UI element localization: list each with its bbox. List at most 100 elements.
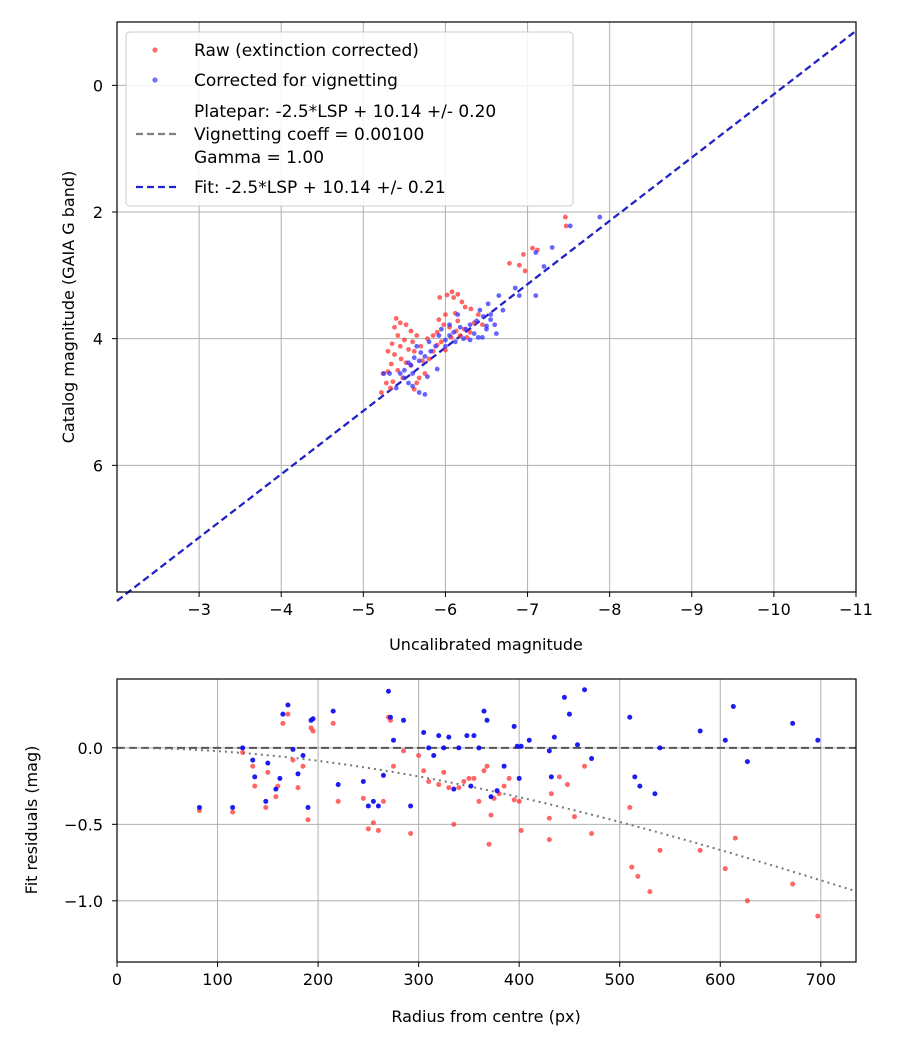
bottom-corrected-point bbox=[484, 717, 490, 723]
bottom-corrected-point bbox=[657, 745, 663, 751]
bottom-corrected-point bbox=[265, 760, 271, 766]
top-raw-point bbox=[521, 252, 526, 257]
top-y-tick-label: 0 bbox=[93, 76, 103, 95]
bottom-raw-point bbox=[426, 778, 432, 784]
bottom-corrected-point bbox=[230, 804, 236, 810]
bottom-x-axis-label: Radius from centre (px) bbox=[391, 1007, 580, 1026]
bottom-corrected-point bbox=[250, 757, 256, 763]
top-raw-point bbox=[388, 385, 393, 391]
top-corrected-point bbox=[457, 324, 463, 330]
legend-platepar-line2: Vignetting coeff = 0.00100 bbox=[194, 125, 424, 145]
bottom-x-ticks: 0 100 200 300 400 500 600 700 bbox=[112, 962, 836, 989]
bottom-raw-point bbox=[657, 847, 663, 853]
bottom-corrected-point bbox=[546, 748, 552, 754]
top-corrected-point bbox=[434, 366, 440, 372]
bottom-corrected-point bbox=[290, 746, 296, 752]
top-corrected-point bbox=[447, 322, 452, 328]
bottom-corrected-point bbox=[385, 688, 391, 694]
bottom-plot-frame bbox=[116, 678, 857, 963]
bottom-corrected-point bbox=[551, 734, 557, 740]
bottom-raw-point bbox=[506, 775, 512, 781]
bottom-raw-point bbox=[230, 809, 236, 815]
bottom-corrected-point bbox=[697, 728, 703, 734]
top-x-tick-label: −8 bbox=[598, 600, 622, 619]
bottom-raw-point bbox=[370, 820, 376, 826]
bottom-corrected-point bbox=[481, 708, 487, 714]
bottom-raw-point bbox=[436, 782, 442, 788]
legend-raw-label: Raw (extinction corrected) bbox=[194, 41, 419, 61]
bottom-raw-point bbox=[466, 775, 472, 781]
top-y-axis-label: Catalog magnitude (GAIA G band) bbox=[59, 171, 78, 443]
bottom-corrected-point bbox=[730, 704, 736, 710]
top-corrected-point bbox=[496, 293, 502, 298]
top-corrected-point bbox=[533, 250, 539, 255]
top-corrected-point bbox=[597, 214, 603, 220]
bottom-raw-point bbox=[390, 763, 396, 769]
top-corrected-point bbox=[484, 326, 489, 332]
bottom-corrected-point bbox=[468, 783, 474, 789]
bottom-corrected-point bbox=[514, 743, 520, 749]
top-y-ticks: 0 2 4 6 bbox=[93, 76, 117, 475]
bottom-raw-point bbox=[697, 847, 703, 853]
top-corrected-point bbox=[447, 333, 452, 338]
bottom-raw-point bbox=[732, 835, 738, 841]
top-raw-point bbox=[449, 289, 455, 295]
top-corrected-point bbox=[422, 354, 428, 359]
bottom-corrected-point bbox=[589, 756, 595, 762]
top-corrected-point bbox=[424, 374, 430, 380]
top-raw-point bbox=[390, 379, 396, 385]
bottom-raw-point bbox=[556, 774, 562, 780]
top-plot: −3 −4 −5 −6 −7 −8 −9 −10 −11 0 2 4 6 Uncalibrated m… bbox=[59, 21, 873, 654]
top-corrected-point bbox=[485, 301, 491, 307]
top-corrected-point bbox=[438, 326, 444, 332]
top-corrected-point bbox=[500, 307, 506, 313]
legend-box bbox=[125, 31, 574, 207]
top-scatter-points bbox=[378, 214, 603, 397]
bottom-corrected-point bbox=[380, 772, 386, 778]
bottom-raw-point bbox=[722, 866, 728, 872]
bottom-raw-point bbox=[647, 889, 653, 895]
bottom-corrected-point bbox=[285, 702, 291, 708]
top-corrected-point bbox=[452, 339, 458, 345]
top-y-tick-label: 6 bbox=[93, 456, 103, 475]
bottom-raw-point bbox=[335, 798, 341, 804]
bottom-corrected-point bbox=[196, 804, 202, 810]
top-raw-point bbox=[522, 268, 528, 274]
top-y-tick-label: 2 bbox=[93, 203, 103, 222]
top-corrected-point bbox=[488, 312, 494, 317]
top-raw-point bbox=[457, 333, 463, 338]
bottom-raw-point bbox=[484, 763, 490, 769]
top-x-tick-label: −9 bbox=[680, 600, 704, 619]
bottom-vignetting-curve bbox=[116, 746, 857, 893]
bottom-corrected-point bbox=[330, 708, 336, 714]
bottom-corrected-point bbox=[632, 774, 638, 780]
top-raw-point bbox=[516, 262, 522, 268]
top-raw-point bbox=[530, 245, 535, 251]
bottom-x-tick-label: 300 bbox=[403, 970, 434, 989]
bottom-raw-point bbox=[501, 783, 507, 789]
bottom-raw-point bbox=[421, 768, 427, 774]
bottom-corrected-point bbox=[574, 742, 580, 748]
bottom-raw-point bbox=[481, 768, 487, 774]
bottom-corrected-point bbox=[722, 737, 728, 743]
top-raw-point bbox=[389, 341, 395, 347]
top-corrected-point bbox=[455, 312, 461, 317]
bottom-corrected-point bbox=[566, 711, 572, 717]
top-raw-point bbox=[411, 348, 417, 354]
bottom-raw-point bbox=[564, 782, 570, 788]
bottom-corrected-point bbox=[446, 734, 452, 740]
bottom-corrected-point bbox=[335, 782, 341, 788]
bottom-corrected-point bbox=[273, 786, 279, 792]
bottom-raw-point bbox=[456, 785, 462, 791]
bottom-raw-point bbox=[300, 763, 306, 769]
top-raw-point bbox=[462, 304, 468, 310]
top-corrected-point bbox=[393, 385, 399, 391]
top-raw-point bbox=[441, 322, 447, 328]
legend-corrected-marker bbox=[152, 77, 158, 83]
bottom-raw-point bbox=[330, 720, 336, 726]
bottom-y-ticks: 0.0 −0.5 −1.0 bbox=[64, 739, 117, 911]
bottom-corrected-point bbox=[370, 798, 376, 804]
top-raw-point bbox=[383, 380, 389, 386]
top-corrected-point bbox=[401, 367, 407, 373]
top-corrected-point bbox=[492, 322, 498, 328]
